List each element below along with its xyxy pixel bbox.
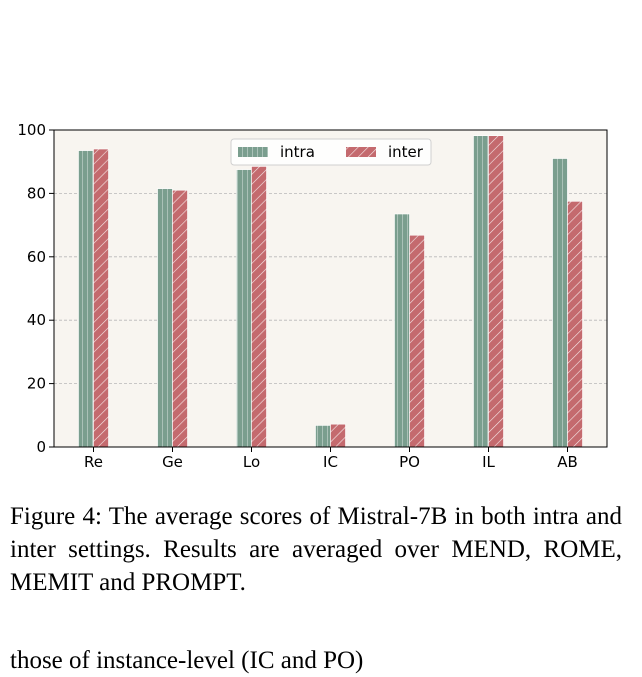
y-tick-label: 20 — [27, 375, 46, 393]
bar-inter-ab — [567, 201, 583, 448]
body-text: those of instance-level (IC and PO) — [10, 647, 364, 674]
bar-inter-ic — [330, 423, 346, 448]
legend: intra inter — [230, 138, 432, 166]
bar-intra-re — [78, 150, 94, 448]
y-tick-label: 40 — [27, 311, 46, 329]
bar-inter-ge — [172, 189, 188, 448]
x-tick-label: IC — [323, 453, 338, 471]
x-tick-label: AB — [557, 453, 578, 471]
figure-caption: Figure 4: The average scores of Mistral-… — [10, 503, 622, 596]
plot-area — [54, 130, 607, 447]
bar-chart: 0 20 40 60 80 100 Re Ge Lo IC PO IL AB intra inter — [17, 121, 608, 471]
bar-intra-ic — [315, 425, 331, 448]
x-tick-label: Ge — [162, 453, 183, 471]
bar-intra-lo — [236, 169, 252, 448]
bar-intra-ge — [157, 188, 173, 448]
bar-intra-ab — [552, 158, 568, 448]
legend-label-intra: intra — [280, 143, 315, 161]
bar-inter-lo — [251, 166, 267, 448]
y-tick-label: 60 — [27, 248, 46, 266]
legend-box — [230, 138, 432, 166]
y-tick-label: 100 — [17, 121, 46, 139]
legend-label-inter: inter — [388, 143, 424, 161]
x-tick-label: Re — [84, 453, 103, 471]
chart-svg: 0 20 40 60 80 100 Re Ge Lo IC PO IL AB intra inter — [17, 121, 608, 471]
y-tick-label: 0 — [36, 438, 46, 456]
bar-inter-re — [93, 148, 109, 448]
legend-swatch-intra — [238, 147, 268, 157]
x-tick-label: IL — [482, 453, 495, 471]
plot-frame — [53, 129, 608, 448]
y-tick-label: 80 — [27, 184, 46, 202]
bar-inter-il — [488, 135, 504, 448]
bar-intra-po — [394, 213, 410, 448]
x-tick-label: Lo — [243, 453, 260, 471]
x-tick-label: PO — [399, 453, 420, 471]
legend-swatch-inter — [346, 147, 376, 157]
bar-inter-po — [409, 234, 425, 448]
bar-intra-il — [473, 135, 489, 448]
